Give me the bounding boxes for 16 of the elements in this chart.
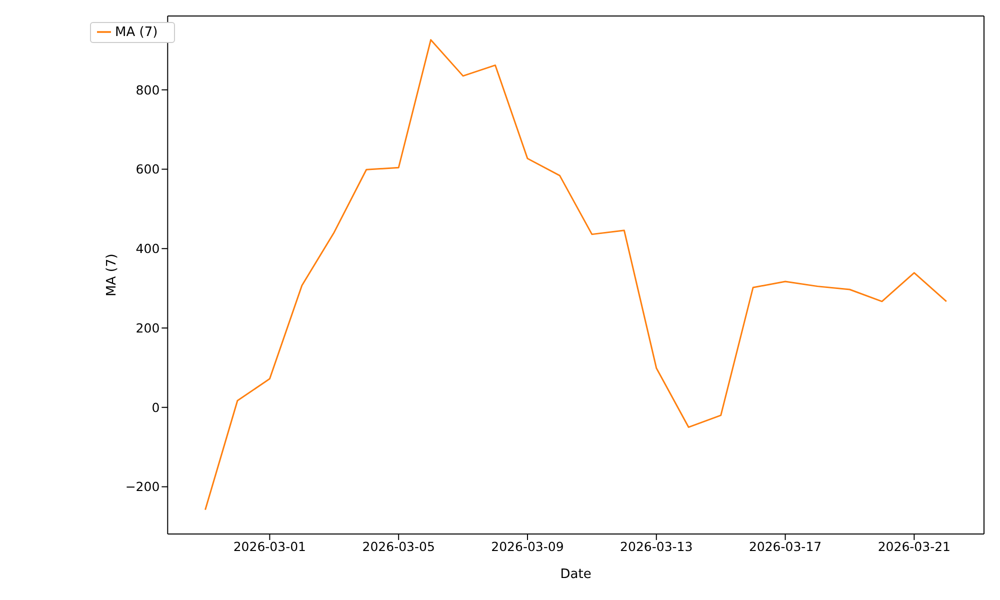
y-tick-label: 0 <box>152 400 160 415</box>
y-tick-label: 400 <box>136 241 160 256</box>
x-tick-label: 2026-03-13 <box>620 538 693 554</box>
y-tick-label: 200 <box>136 320 160 336</box>
y-axis-title: MA (7) <box>104 254 120 296</box>
x-tick-label: 2026-03-05 <box>362 538 435 554</box>
y-tick-label: −200 <box>125 479 160 494</box>
x-tick-label: 2026-03-21 <box>878 538 951 554</box>
y-tick-label: 600 <box>136 162 160 177</box>
legend-label: MA (7) <box>115 25 158 40</box>
x-tick-label: 2026-03-09 <box>491 538 564 554</box>
y-tick-label: 800 <box>136 82 160 98</box>
line-series <box>204 39 948 511</box>
x-axis-title: Date <box>560 567 592 582</box>
x-tick-label: 2026-03-01 <box>233 538 306 554</box>
x-tick-label: 2026-03-17 <box>748 538 822 554</box>
